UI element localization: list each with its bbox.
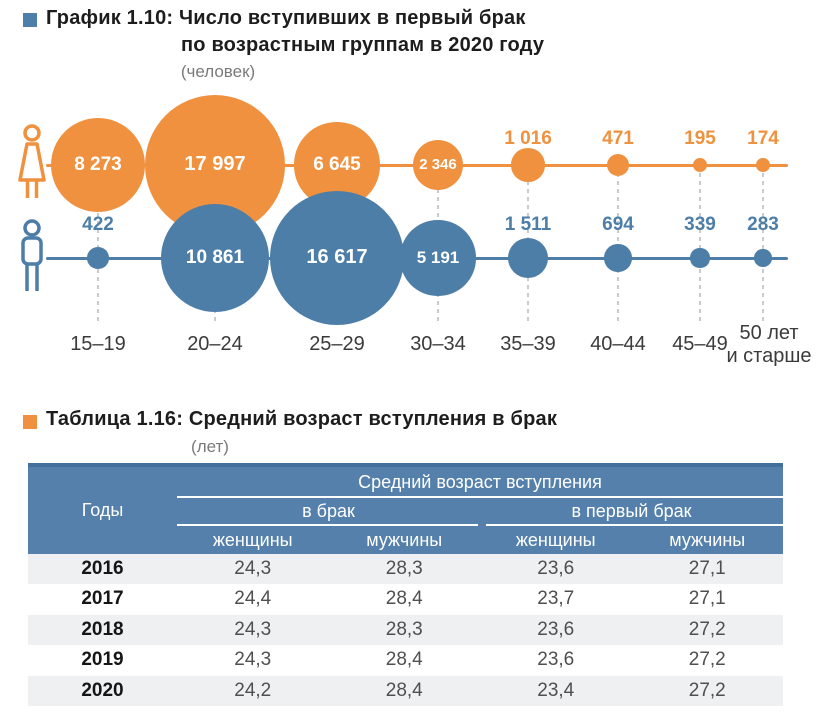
table-row-2019: 2019 24,3 28,4 23,6 27,2 — [28, 645, 783, 675]
bubble-value-label: 283 — [747, 214, 779, 235]
table-title-bullet-icon — [23, 415, 37, 429]
bubble-женщины-50 лет и старше — [756, 158, 770, 172]
value-cell: 24,3 — [234, 649, 272, 671]
value-cell: 23,6 — [537, 558, 575, 579]
value-cell: 27,2 — [688, 618, 726, 640]
value-cell: 28,4 — [385, 679, 423, 701]
bubble-chart: 8 273 17 997 6 645 2 346 1 016 471 195 174 422 10… — [10, 94, 812, 367]
man-icon — [10, 219, 54, 300]
bubble-женщины-40–44 — [606, 153, 630, 177]
bubble-женщины-15–19: 8 273 — [50, 117, 146, 213]
bubble-мужчины-25–29: 16 617 — [269, 190, 405, 326]
bubble-мужчины-45–49 — [690, 248, 710, 268]
bubble-женщины-45–49 — [692, 157, 708, 173]
header-years: Годы — [81, 500, 124, 520]
bubble-value-label: 195 — [684, 128, 716, 149]
axis-label: 45–49 — [672, 333, 728, 355]
value-cell: 24,3 — [234, 558, 272, 579]
table-row-2020: 2020 24,2 28,4 23,4 27,2 — [28, 675, 783, 706]
header-in-marriage: в брак — [302, 501, 355, 521]
year-cell: 2019 — [81, 649, 124, 671]
value-cell: 23,4 — [537, 679, 575, 701]
header-divider-line — [177, 524, 478, 526]
column-header-women: женщины — [515, 530, 596, 550]
value-cell: 27,2 — [688, 649, 726, 671]
category-dash-line — [617, 165, 619, 322]
bubble-женщины-35–39 — [511, 148, 545, 182]
value-cell: 24,2 — [234, 679, 272, 701]
value-cell: 28,4 — [385, 588, 423, 610]
axis-label: 35–39 — [500, 333, 556, 355]
header-divider-line — [177, 496, 783, 498]
chart-unit-label: (человек) — [180, 62, 256, 81]
axis-label: 20–24 — [187, 333, 243, 355]
value-cell: 27,1 — [688, 588, 726, 610]
value-cell: 28,4 — [385, 649, 423, 671]
table-row-2016: 2016 24,3 28,3 23,6 27,1 — [28, 554, 783, 585]
bubble-value-label: 1 016 — [504, 128, 552, 149]
axis-label: 50 лет и старше — [726, 322, 812, 367]
bubble-value-label: 471 — [602, 128, 634, 149]
axis-label: 30–34 — [410, 333, 466, 355]
bubble-мужчины-35–39 — [507, 237, 549, 279]
value-cell: 27,2 — [688, 679, 726, 701]
year-cell: 2020 — [81, 679, 124, 701]
value-cell: 28,3 — [385, 558, 423, 579]
bubble-мужчины-15–19 — [87, 247, 109, 269]
table-body: 2016 24,3 28,3 23,6 27,1 2017 24,4 28,4 23,7 27,1… — [28, 554, 783, 706]
table-header: Годы Средний возраст вступления в брак в… — [28, 463, 783, 554]
chart-title-bullet-icon — [23, 13, 37, 27]
value-cell: 27,1 — [688, 558, 726, 579]
year-cell: 2017 — [81, 588, 124, 610]
column-header-men: мужчины — [669, 530, 746, 550]
table-unit-label: (лет) — [191, 437, 229, 456]
bubble-value-label: 174 — [747, 128, 779, 149]
marriage-age-table: Годы Средний возраст вступления в брак в… — [28, 463, 783, 706]
column-header-men: мужчины — [366, 530, 443, 550]
axis-label: 15–19 — [70, 333, 126, 355]
axis-label: 25–29 — [309, 333, 365, 355]
year-cell: 2018 — [81, 618, 124, 640]
table-row-2018: 2018 24,3 28,3 23,6 27,2 — [28, 614, 783, 646]
table-row-2017: 2017 24,4 28,4 23,7 27,1 — [28, 584, 783, 614]
header-divider-line — [486, 524, 783, 526]
woman-icon — [10, 124, 54, 207]
bubble-мужчины-30–34: 5 191 — [400, 220, 476, 296]
bubble-value-label: 694 — [602, 214, 634, 235]
bubble-мужчины-50 лет и старше — [754, 249, 772, 267]
bubble-мужчины-40–44 — [604, 244, 632, 272]
value-cell: 24,3 — [234, 618, 272, 640]
value-cell: 23,6 — [537, 649, 575, 671]
header-first-marriage: в первый брак — [571, 501, 692, 521]
axis-label: 40–44 — [590, 333, 646, 355]
value-cell: 28,3 — [385, 618, 423, 640]
year-cell: 2016 — [81, 558, 124, 579]
value-cell: 24,4 — [234, 588, 272, 610]
category-dash-line — [699, 165, 701, 322]
chart-title-line1: График 1.10: Число вступивших в первый б… — [46, 7, 526, 29]
column-header-women: женщины — [212, 530, 293, 550]
bubble-мужчины-20–24: 10 861 — [160, 203, 270, 313]
category-dash-line — [762, 165, 764, 322]
value-cell: 23,6 — [537, 618, 575, 640]
bubble-value-label: 422 — [82, 214, 114, 235]
category-dash-line — [97, 165, 99, 322]
bubble-value-label: 1 511 — [504, 214, 552, 235]
header-group: Средний возраст вступления — [358, 472, 602, 492]
value-cell: 23,7 — [537, 588, 575, 610]
bubble-value-label: 339 — [684, 214, 716, 235]
table-title: Таблица 1.16: Средний возраст вступления… — [46, 408, 558, 430]
chart-title-line2: по возрастным группам в 2020 году — [181, 34, 545, 56]
bubble-женщины-30–34: 2 346 — [412, 139, 464, 191]
